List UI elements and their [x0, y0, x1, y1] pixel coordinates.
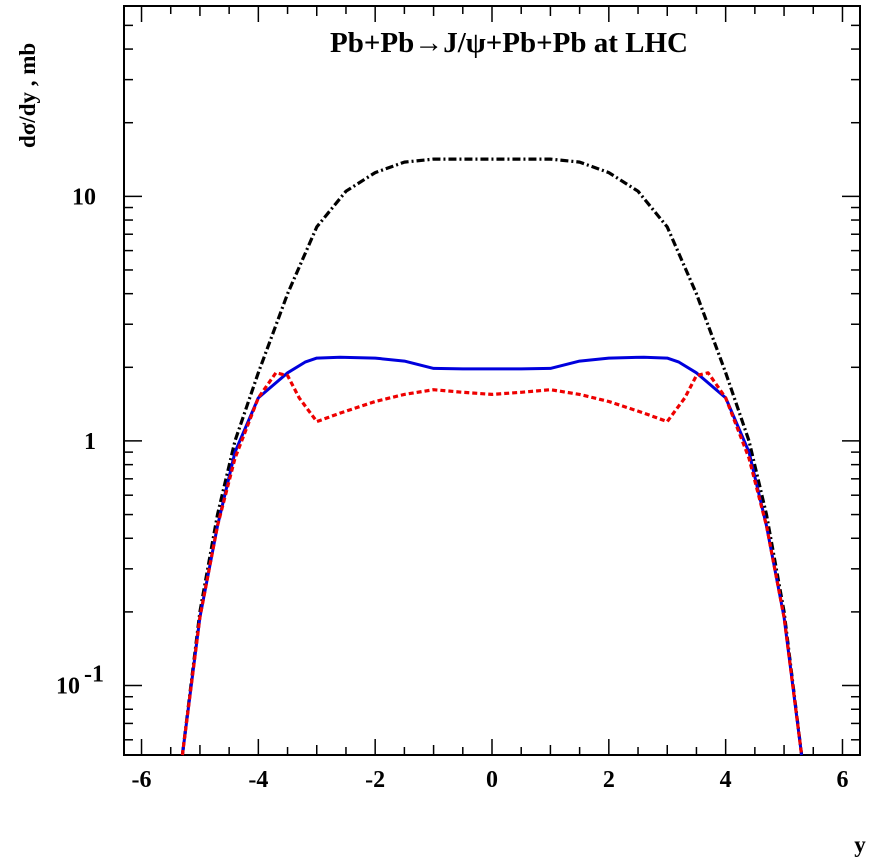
series-line-1 [180, 157, 804, 756]
x-tick-label: 2 [603, 767, 615, 793]
y-tick-exponent: -1 [84, 662, 104, 688]
x-tick-label: 6 [836, 767, 848, 793]
axis-ticks [124, 5, 860, 755]
y-axis-title: dσ/dy , mb [15, 43, 40, 148]
x-tick-label: -6 [132, 767, 152, 793]
y-tick-label: 10 [72, 184, 96, 210]
y-tick-label: 10 [56, 674, 80, 700]
x-tick-label: 0 [486, 767, 498, 793]
chart-title: Pb+Pb→J/ψ+Pb+Pb at LHC [330, 27, 688, 59]
x-axis-title: y [854, 832, 866, 857]
plot-frame [123, 5, 861, 756]
x-tick-label: -2 [365, 767, 385, 793]
series-line-2 [180, 355, 804, 756]
series-layer [180, 157, 804, 756]
x-tick-label: -4 [248, 767, 268, 793]
x-tick-label: 4 [720, 767, 732, 793]
y-tick-label: 1 [84, 429, 96, 455]
x-tick-labels: -6 -4 -2 0 2 4 6 [132, 767, 849, 793]
series-line-3 [180, 371, 804, 756]
